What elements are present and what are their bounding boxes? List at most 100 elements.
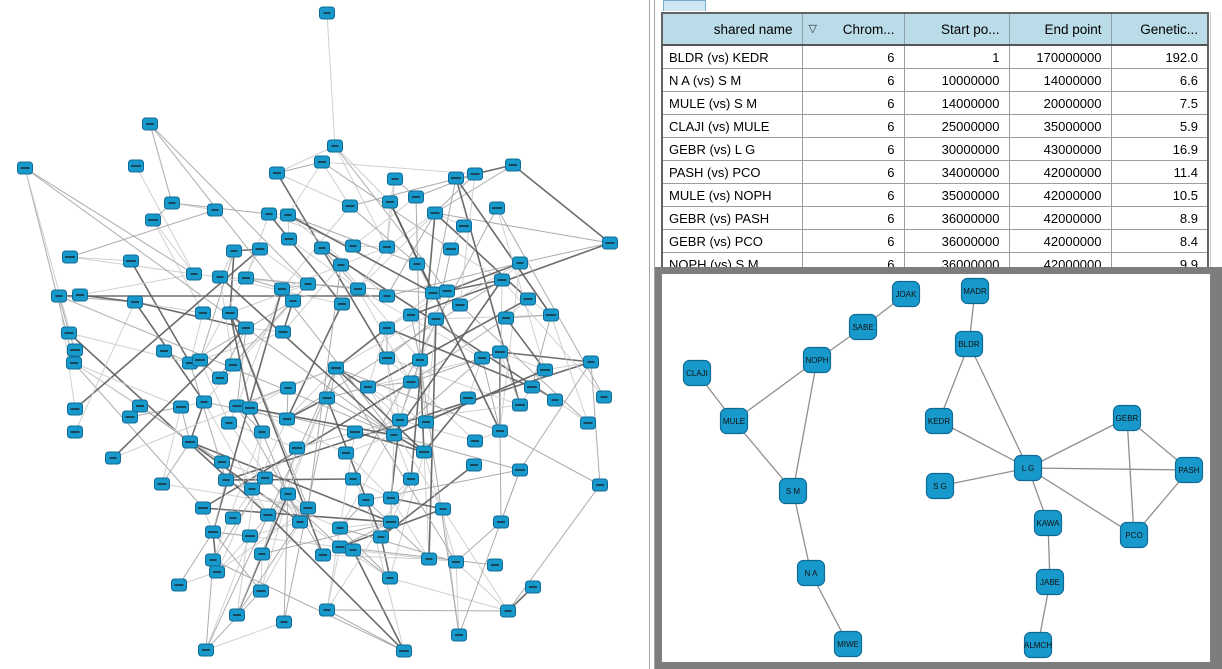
- network-node[interactable]: [164, 196, 180, 210]
- network-node[interactable]: [342, 199, 358, 213]
- network-node[interactable]: [392, 413, 408, 427]
- network-node[interactable]: [132, 399, 148, 413]
- network-node[interactable]: [252, 242, 268, 256]
- network-node[interactable]: [498, 311, 514, 325]
- network-node[interactable]: [229, 608, 245, 622]
- network-node[interactable]: [66, 356, 82, 370]
- node-shape[interactable]: [954, 330, 984, 358]
- network-node[interactable]: [319, 603, 335, 617]
- network-node[interactable]: [222, 306, 238, 320]
- node-shape[interactable]: [796, 559, 826, 587]
- network-node[interactable]: [238, 321, 254, 335]
- network-node[interactable]: [387, 172, 403, 186]
- network-node[interactable]: [332, 521, 348, 535]
- network-node[interactable]: [379, 240, 395, 254]
- network-node[interactable]: [383, 515, 399, 529]
- table-row[interactable]: BLDR (vs) KEDR 6 1 170000000 192.0: [662, 45, 1208, 69]
- network-node[interactable]: [373, 530, 389, 544]
- column-header-start-position[interactable]: Start po...: [904, 13, 1010, 46]
- network-node[interactable]: [62, 250, 78, 264]
- table-row[interactable]: CLAJI (vs) MULE 6 25000000 35000000 5.9: [662, 114, 1208, 138]
- network-node[interactable]: [67, 402, 83, 416]
- network-node[interactable]: [512, 463, 528, 477]
- network-node[interactable]: [451, 628, 467, 642]
- network-node[interactable]: [537, 363, 553, 377]
- network-node[interactable]: [261, 207, 277, 221]
- network-node[interactable]: [505, 158, 521, 172]
- network-node[interactable]: [493, 515, 509, 529]
- network-node-claji[interactable]: CLAJI: [682, 359, 712, 387]
- network-node[interactable]: [61, 326, 77, 340]
- network-node[interactable]: [218, 473, 234, 487]
- network-node[interactable]: [196, 395, 212, 409]
- network-node[interactable]: [602, 236, 618, 250]
- network-node[interactable]: [145, 213, 161, 227]
- network-node[interactable]: [274, 282, 290, 296]
- network-node[interactable]: [500, 604, 516, 618]
- node-shape[interactable]: [924, 407, 954, 435]
- network-node[interactable]: [254, 425, 270, 439]
- node-shape[interactable]: [778, 477, 808, 505]
- network-edge[interactable]: [1126, 417, 1135, 536]
- network-node[interactable]: [205, 525, 221, 539]
- network-node[interactable]: [435, 502, 451, 516]
- network-node[interactable]: [257, 471, 273, 485]
- network-node[interactable]: [489, 201, 505, 215]
- network-node[interactable]: [280, 381, 296, 395]
- network-node[interactable]: [242, 401, 258, 415]
- network-node[interactable]: [333, 258, 349, 272]
- network-node[interactable]: [289, 441, 305, 455]
- network-node[interactable]: [524, 380, 540, 394]
- network-node[interactable]: [51, 289, 67, 303]
- network-node[interactable]: [238, 271, 254, 285]
- network-node[interactable]: [173, 400, 189, 414]
- network-node[interactable]: [315, 548, 331, 562]
- network-node[interactable]: [17, 161, 33, 175]
- network-node[interactable]: [439, 284, 455, 298]
- network-node[interactable]: [300, 277, 316, 291]
- network-node[interactable]: [403, 308, 419, 322]
- network-node[interactable]: [334, 297, 350, 311]
- network-node-mule[interactable]: MULE: [719, 407, 749, 435]
- network-node[interactable]: [427, 206, 443, 220]
- network-node[interactable]: [474, 351, 490, 365]
- network-node[interactable]: [260, 508, 276, 522]
- network-edge[interactable]: [938, 420, 1029, 469]
- network-node[interactable]: [142, 117, 158, 131]
- network-node[interactable]: [225, 358, 241, 372]
- node-shape[interactable]: [1119, 521, 1149, 549]
- network-node[interactable]: [192, 353, 208, 367]
- network-node[interactable]: [156, 344, 172, 358]
- network-node-almch[interactable]: ALMCH: [1023, 631, 1052, 659]
- network-node[interactable]: [358, 493, 374, 507]
- network-node[interactable]: [379, 351, 395, 365]
- column-header-genetic[interactable]: Genetic...: [1111, 13, 1208, 46]
- network-node[interactable]: [487, 558, 503, 572]
- network-node-s-m[interactable]: S M: [778, 477, 808, 505]
- network-edge[interactable]: [733, 359, 818, 422]
- network-node[interactable]: [494, 273, 510, 287]
- network-node[interactable]: [122, 410, 138, 424]
- network-node[interactable]: [154, 477, 170, 491]
- network-node[interactable]: [123, 254, 139, 268]
- network-node[interactable]: [596, 390, 612, 404]
- network-node[interactable]: [67, 343, 83, 357]
- network-node[interactable]: [195, 306, 211, 320]
- network-node-l-g[interactable]: L G: [1013, 454, 1043, 482]
- network-node-noph[interactable]: NOPH: [802, 346, 832, 374]
- network-node[interactable]: [212, 270, 228, 284]
- network-node-pash[interactable]: PASH: [1174, 456, 1204, 484]
- network-node[interactable]: [212, 371, 228, 385]
- network-node[interactable]: [279, 412, 295, 426]
- network-node[interactable]: [382, 571, 398, 585]
- network-node[interactable]: [347, 425, 363, 439]
- network-node[interactable]: [225, 511, 241, 525]
- large-network-canvas[interactable]: [0, 0, 649, 669]
- network-node[interactable]: [280, 208, 296, 222]
- column-header-end-point[interactable]: End point: [1009, 13, 1112, 46]
- network-node[interactable]: [467, 434, 483, 448]
- network-node[interactable]: [285, 294, 301, 308]
- network-node[interactable]: [195, 501, 211, 515]
- network-node[interactable]: [416, 445, 432, 459]
- network-node[interactable]: [421, 552, 437, 566]
